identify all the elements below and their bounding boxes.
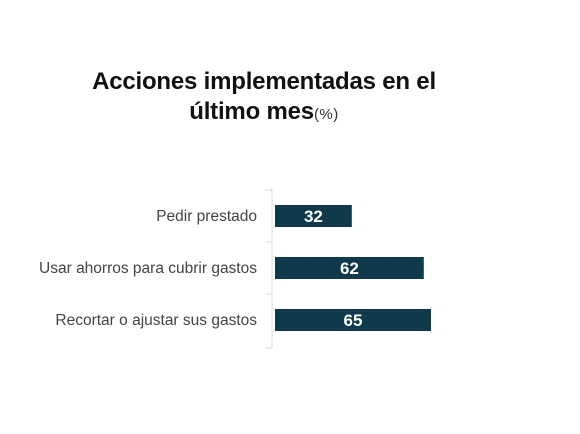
bar-2 [275,257,424,279]
bar-3 [275,309,431,331]
bar-value-label-3: 65 [344,311,363,330]
chart-title-unit: (%) [313,106,339,123]
chart-title-line-1: Acciones implementadas en el [92,68,436,95]
chart-title-line-2-text: último mes [189,98,314,125]
category-label-2: Usar ahorros para cubrir gastos [39,260,257,277]
bar-value-label-2: 62 [340,259,359,278]
bar-1 [275,205,352,227]
chart-title-line-2: último mes(%) [0,98,528,129]
bar-value-label-1: 32 [304,207,323,226]
category-label-3: Recortar o ajustar sus gastos [55,312,257,329]
category-label-1: Pedir prestado [156,208,257,225]
